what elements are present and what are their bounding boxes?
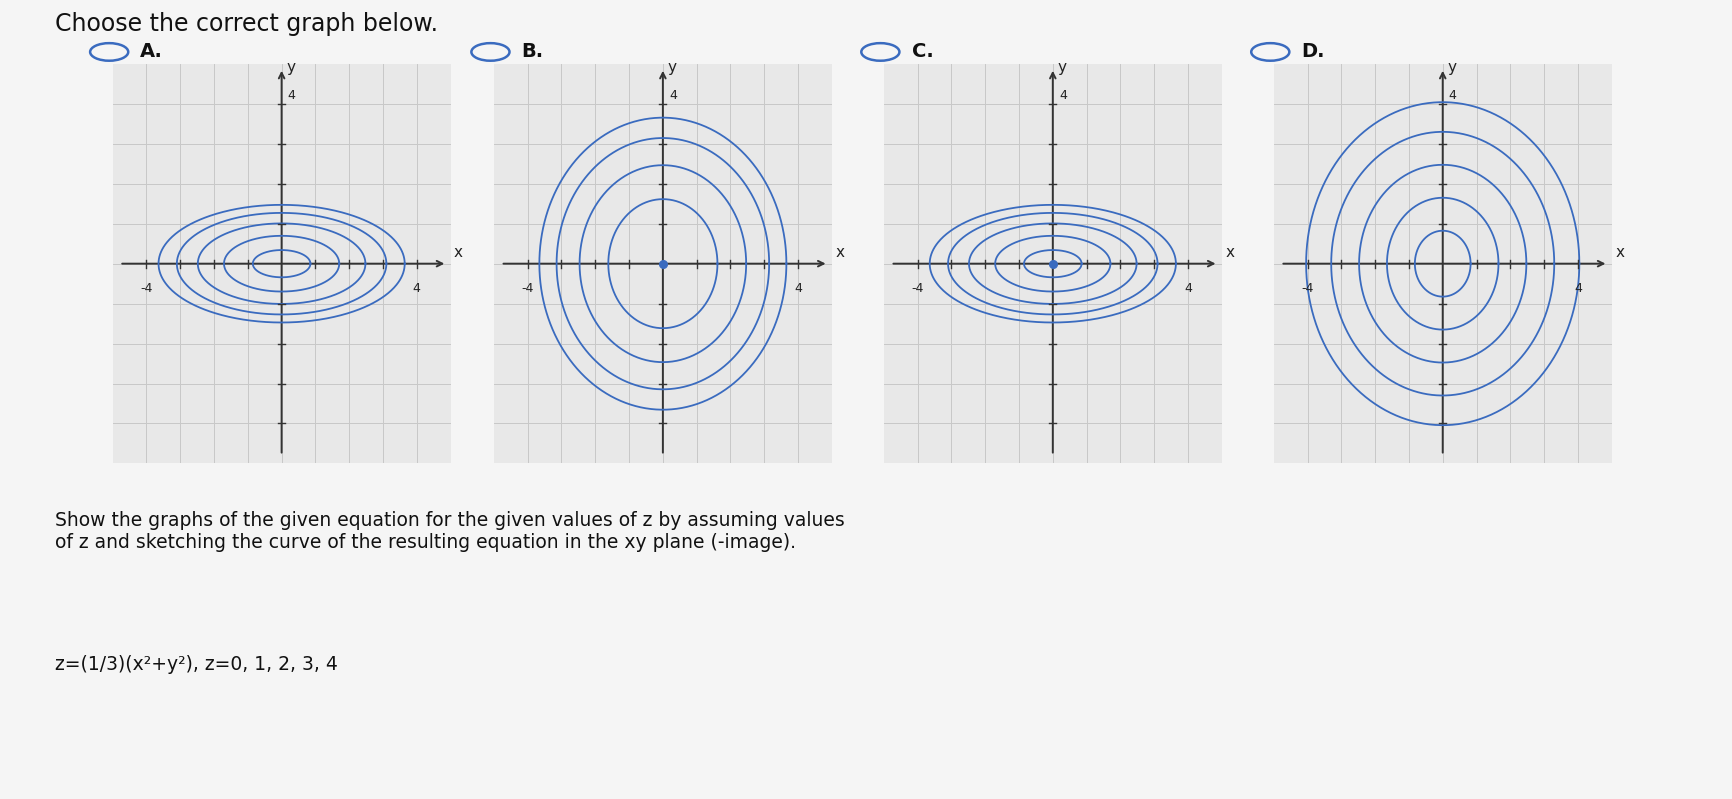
Text: 4: 4 [288,89,296,102]
Text: z=(1/3)(x²+y²), z=0, 1, 2, 3, 4: z=(1/3)(x²+y²), z=0, 1, 2, 3, 4 [55,655,338,674]
Text: 4: 4 [412,282,421,295]
Text: -4: -4 [140,282,152,295]
Text: y: y [1057,60,1067,75]
Text: Show the graphs of the given equation for the given values of z by assuming valu: Show the graphs of the given equation fo… [55,511,845,552]
Text: y: y [1446,60,1457,75]
Text: 4: 4 [669,89,677,102]
Text: 4: 4 [1573,282,1581,295]
Text: B.: B. [521,42,544,62]
Text: 4: 4 [1448,89,1457,102]
Text: D.: D. [1301,42,1325,62]
Text: x: x [1225,244,1233,260]
Text: x: x [1614,244,1623,260]
Text: C.: C. [911,42,934,62]
Text: -4: -4 [1301,282,1313,295]
Text: Choose the correct graph below.: Choose the correct graph below. [55,12,438,36]
Text: 4: 4 [1183,282,1192,295]
Text: -4: -4 [521,282,533,295]
Text: y: y [667,60,677,75]
Text: y: y [286,60,296,75]
Text: x: x [835,244,843,260]
Text: A.: A. [140,42,163,62]
Text: 4: 4 [793,282,802,295]
Text: -4: -4 [911,282,923,295]
Text: 4: 4 [1058,89,1067,102]
Text: x: x [454,244,462,260]
